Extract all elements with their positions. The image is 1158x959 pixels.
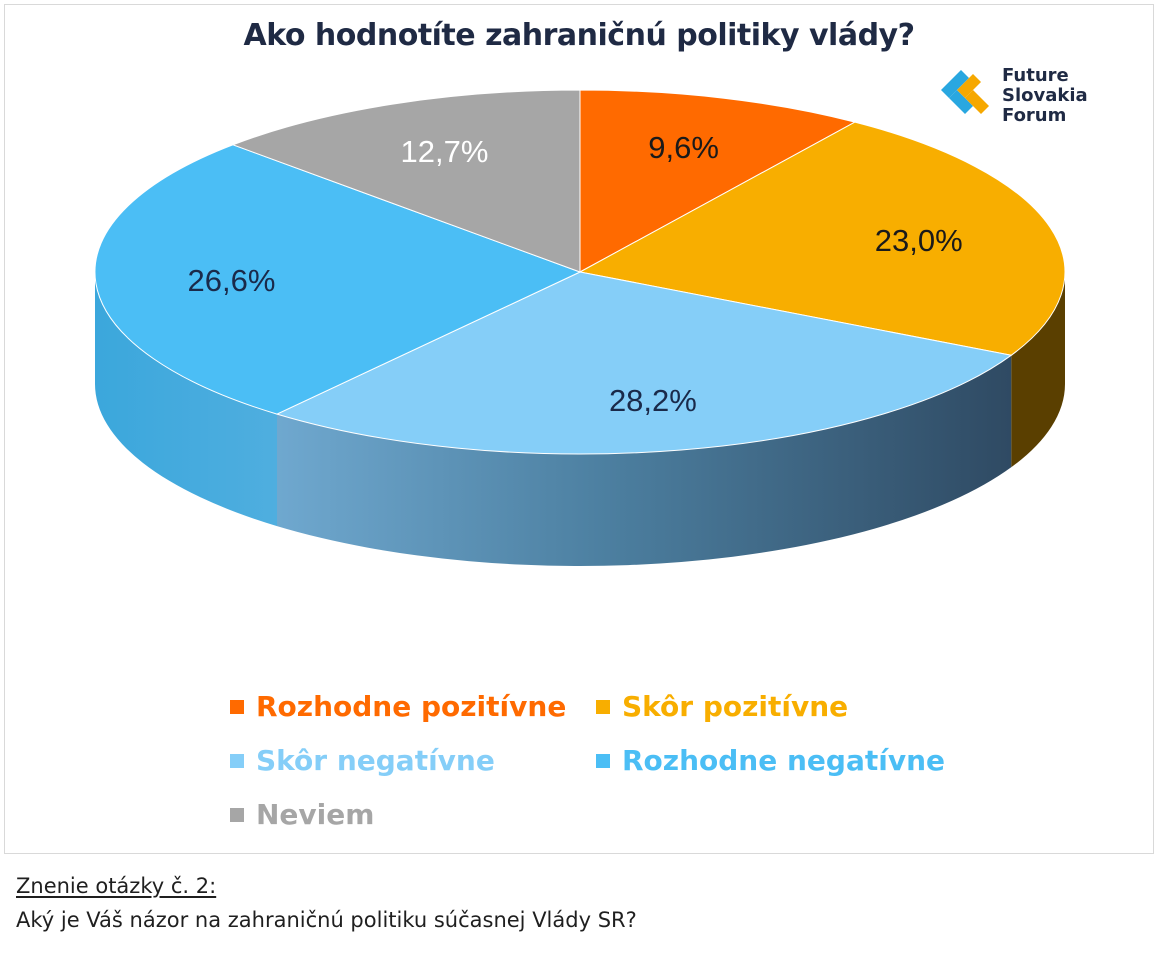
pie-slices xyxy=(94,89,1066,455)
legend-label: Skôr negatívne xyxy=(256,744,495,777)
data-label-skor-pozitivne: 23,0% xyxy=(875,223,963,258)
pie-slice-rozhodne-pozitivne xyxy=(579,89,857,273)
chart-title: Ako hodnotíte zahraničnú politiky vlády? xyxy=(243,18,915,53)
logo-mark-icon xyxy=(941,70,989,114)
logo-line-1: Future xyxy=(1002,65,1069,86)
pie-side-skor-pozitivne xyxy=(1011,272,1065,468)
legend-label: Rozhodne negatívne xyxy=(622,744,945,777)
question-label: Znenie otázky č. 2: xyxy=(16,874,217,898)
future-slovakia-forum-logo: Future Slovakia Forum xyxy=(935,62,1088,132)
legend-label: Rozhodne pozitívne xyxy=(256,690,567,723)
data-label-rozhodne-pozitivne: 9,6% xyxy=(648,130,719,165)
logo-line-3: Forum xyxy=(1002,105,1067,126)
pie-slice-skor-pozitivne xyxy=(578,121,1066,356)
legend-label: Neviem xyxy=(256,798,375,831)
legend-item-neviem: Neviem xyxy=(230,798,374,831)
pie-side-rozhodne-negativne xyxy=(95,272,277,527)
legend-swatch xyxy=(230,807,244,822)
legend-swatch xyxy=(230,753,244,768)
pie-data-labels: 9,6% 23,0% 28,2% 26,6% 12,7% xyxy=(188,130,963,418)
logo-line-2: Slovakia xyxy=(1002,85,1088,106)
question-text: Aký je Váš názor na zahraničnú politiku … xyxy=(16,908,637,932)
pie-side-skor-negativne xyxy=(277,355,1012,566)
legend-swatch xyxy=(596,753,610,768)
data-label-skor-negativne: 28,2% xyxy=(609,383,697,418)
legend-item-skor-negativne: Skôr negatívne xyxy=(230,744,495,777)
legend-swatch xyxy=(596,699,610,714)
legend-swatch xyxy=(230,699,244,714)
legend-item-rozhodne-pozitivne: Rozhodne pozitívne xyxy=(230,690,566,723)
pie-slice-neviem xyxy=(231,89,581,273)
legend-item-rozhodne-negativne: Rozhodne negatívne xyxy=(596,744,945,777)
logo-wordmark: Future Slovakia Forum xyxy=(1002,66,1088,126)
legend-label: Skôr pozitívne xyxy=(622,690,849,723)
pie-chart: 9,6% 23,0% 28,2% 26,6% 12,7% xyxy=(94,89,1066,566)
data-label-rozhodne-negativne: 26,6% xyxy=(188,263,276,298)
data-label-neviem: 12,7% xyxy=(401,134,489,169)
pie-depth-sides xyxy=(95,272,1065,566)
pie-slice-skor-negativne xyxy=(275,271,1013,455)
pie-slice-rozhodne-negativne xyxy=(94,144,582,415)
legend-item-skor-pozitivne: Skôr pozitívne xyxy=(596,690,848,723)
